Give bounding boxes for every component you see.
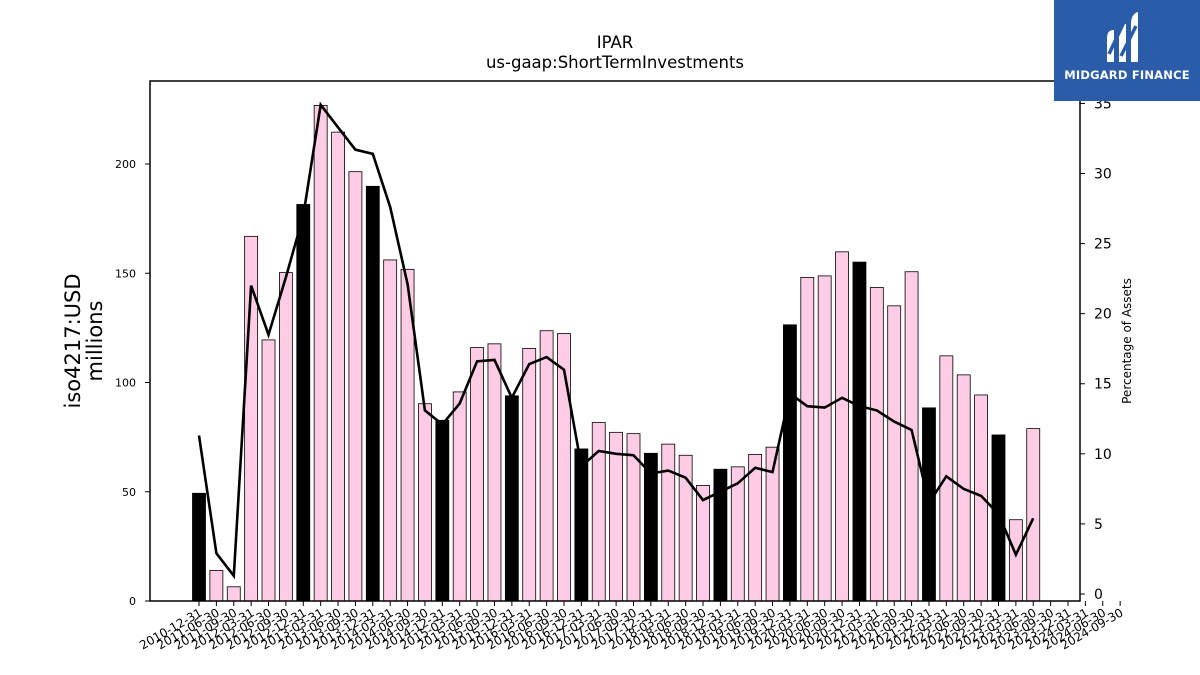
y-axis-left: 0 50 100 150 200 <box>115 158 150 608</box>
midgard-logo-icon <box>1107 12 1138 62</box>
bar <box>817 275 832 602</box>
bar <box>1026 428 1041 602</box>
y-tick-label-left: 100 <box>115 377 136 390</box>
bar <box>991 434 1006 602</box>
bar <box>591 422 606 602</box>
bar <box>730 466 745 602</box>
y-axis-right-label: Percentage of Assets <box>1120 278 1134 404</box>
y-tick-label-right: 20 <box>1094 307 1112 323</box>
y-tick-label-right: 5 <box>1094 517 1103 533</box>
bar <box>748 453 763 602</box>
bar <box>574 448 589 602</box>
bar <box>209 570 224 602</box>
bar <box>1008 519 1023 602</box>
chart-subtitle: us-gaap:ShortTermInvestments <box>486 53 744 72</box>
bar <box>418 403 432 602</box>
plot-area-frame <box>149 80 1081 602</box>
y-tick-label-right: 25 <box>1094 237 1112 253</box>
bar <box>261 339 276 602</box>
bar <box>452 391 467 602</box>
bar <box>296 204 311 602</box>
bar <box>835 251 849 602</box>
bar <box>696 485 710 602</box>
y-tick-label-left: 50 <box>122 486 136 499</box>
bar <box>331 131 345 602</box>
bar <box>539 330 554 602</box>
bar <box>783 324 797 602</box>
bar <box>348 171 363 602</box>
bar <box>313 105 328 602</box>
midgard-logo-text: MIDGARD FINANCE <box>1064 68 1190 82</box>
bars-layer <box>192 105 1041 602</box>
line-layer <box>197 101 1035 580</box>
y-tick-label-left: 0 <box>129 595 136 608</box>
y-tick-label-left: 200 <box>115 158 136 171</box>
bar <box>470 347 484 602</box>
percentage-line <box>197 101 1035 580</box>
y-tick-label-right: 15 <box>1094 377 1112 393</box>
bar <box>365 185 380 602</box>
bar <box>435 419 450 602</box>
midgard-finance-logo: MIDGARD FINANCE <box>1054 0 1200 101</box>
y-tick-label-right: 0 <box>1094 587 1103 603</box>
bar <box>383 259 398 602</box>
y-axis-left-label-line: iso4217:USD <box>61 273 85 408</box>
bar <box>661 443 676 602</box>
y-axis-left-label: iso4217:USDmillions <box>61 273 107 408</box>
y-tick-label-left: 150 <box>115 267 136 280</box>
bar <box>226 586 241 602</box>
y-axis-left-label-line: millions <box>83 301 107 382</box>
chart-title: IPAR <box>597 33 634 52</box>
y-tick-label-right: 30 <box>1094 167 1112 183</box>
y-tick-label-right: 10 <box>1094 447 1112 463</box>
bar <box>278 272 293 602</box>
bar <box>522 348 537 602</box>
x-axis: 2010-12-312011-06-302011-09-302012-03-31… <box>137 601 1126 652</box>
bar <box>643 452 658 602</box>
bar <box>904 271 919 602</box>
bar <box>852 261 867 602</box>
bar <box>800 277 815 602</box>
bar <box>869 287 884 602</box>
bar <box>887 305 902 602</box>
bar <box>609 431 624 602</box>
bar <box>974 394 988 602</box>
bar <box>504 395 519 602</box>
bar <box>192 492 206 602</box>
bar <box>487 343 502 602</box>
